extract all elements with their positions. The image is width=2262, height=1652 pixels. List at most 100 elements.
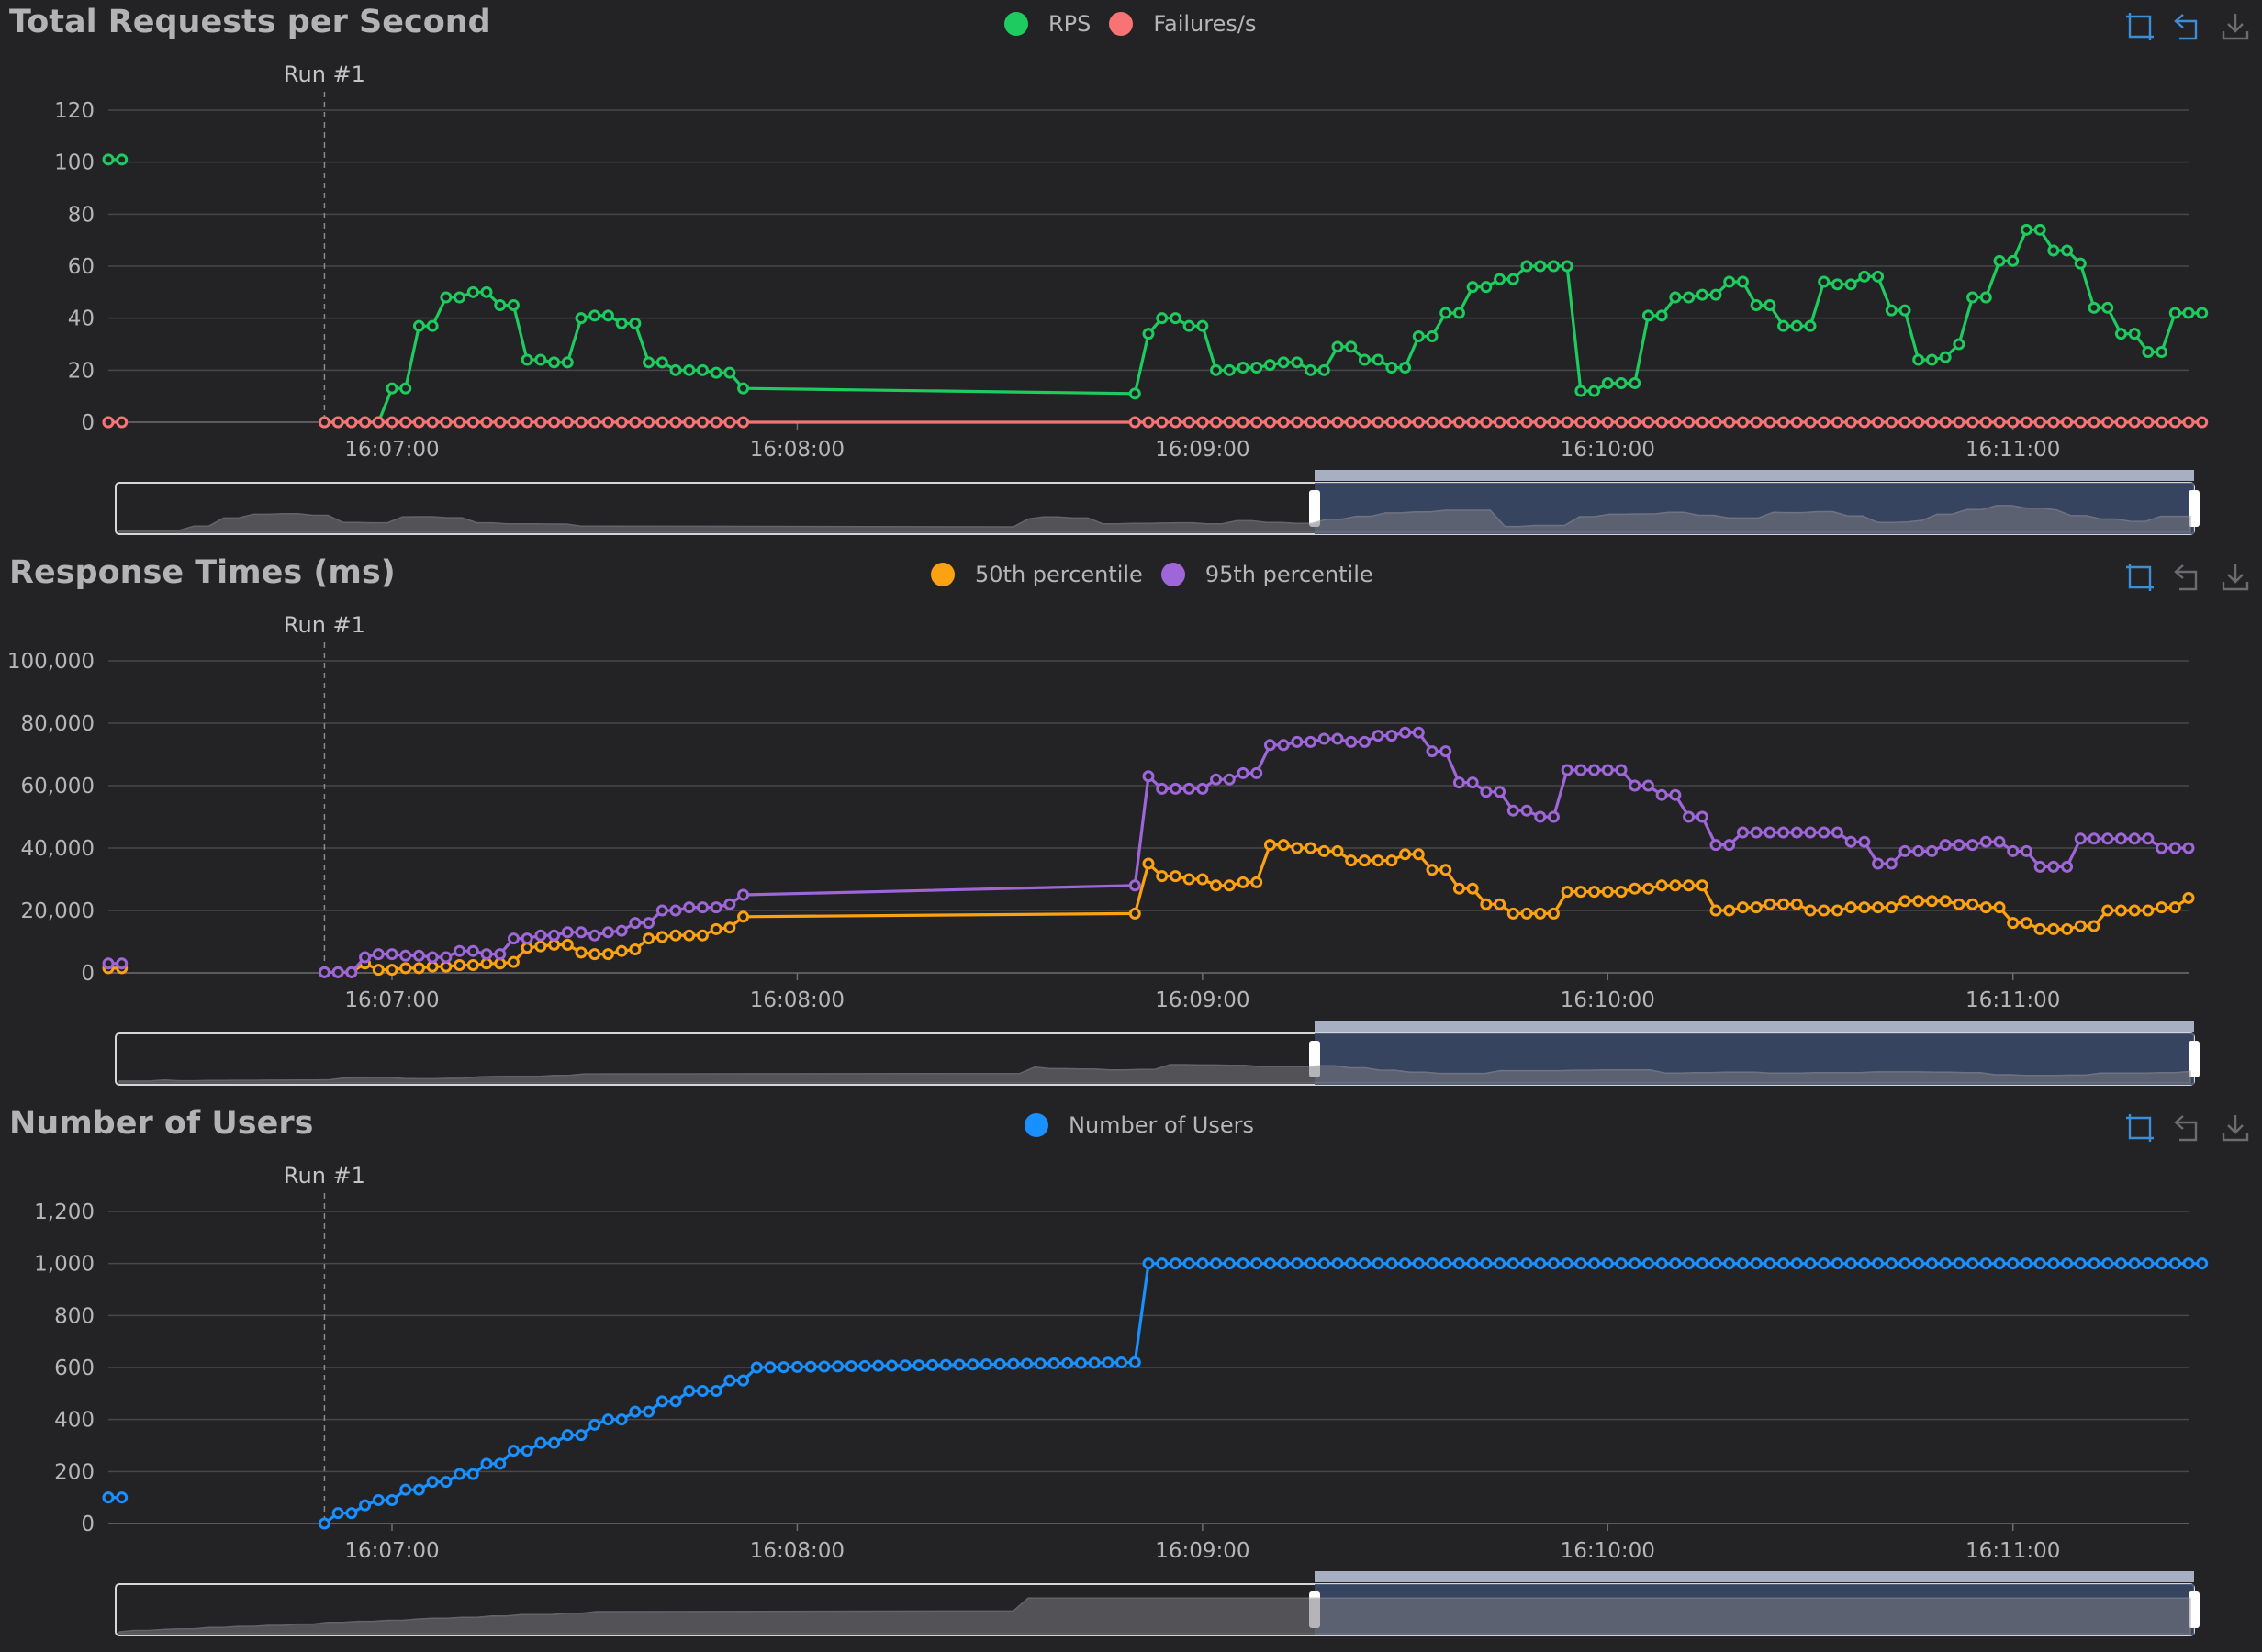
data-point xyxy=(440,291,453,304)
slider-overview xyxy=(118,1064,2191,1084)
data-point xyxy=(1898,416,1911,429)
data-point xyxy=(1263,839,1276,852)
data-point xyxy=(1818,416,1831,429)
data-point xyxy=(412,319,425,332)
data-point xyxy=(1925,416,1938,429)
data-point xyxy=(480,285,493,298)
data-point xyxy=(1993,835,2006,848)
x-tick-label: 16:11:00 xyxy=(1965,438,2060,462)
data-point xyxy=(2088,832,2100,845)
data-point xyxy=(575,1429,588,1442)
data-point xyxy=(1291,356,1304,369)
data-point xyxy=(1993,901,2006,914)
x-tick-label: 16:07:00 xyxy=(344,988,439,1012)
data-point xyxy=(1844,278,1857,291)
zoom-icon[interactable] xyxy=(2124,11,2156,42)
download-icon[interactable] xyxy=(2220,1112,2251,1144)
data-point xyxy=(615,317,628,329)
restore-icon[interactable] xyxy=(2172,1112,2203,1144)
data-point xyxy=(1317,416,1330,429)
data-point xyxy=(750,1361,763,1374)
data-point xyxy=(440,1476,453,1489)
data-point xyxy=(2047,1257,2060,1270)
data-point xyxy=(386,964,398,977)
data-point xyxy=(2156,842,2168,854)
data-point xyxy=(1804,826,1817,839)
data-point xyxy=(1912,1257,1925,1270)
data-point xyxy=(1520,260,1533,273)
data-point xyxy=(2128,832,2141,845)
data-point xyxy=(386,416,398,429)
data-point xyxy=(1723,1257,1736,1270)
data-point xyxy=(1804,1257,1817,1270)
data-point xyxy=(440,960,453,973)
data-point xyxy=(669,904,682,917)
data-point xyxy=(1399,1257,1412,1270)
data-point xyxy=(1588,886,1601,899)
data-point xyxy=(710,366,722,379)
x-tick-label: 16:08:00 xyxy=(750,1539,845,1563)
data-point xyxy=(723,921,736,934)
data-point xyxy=(2196,1257,2209,1270)
data-point xyxy=(331,1507,344,1520)
users-panel: Number of Users Number of Users 0 200 400 6… xyxy=(0,1101,2262,1652)
zoom-icon[interactable] xyxy=(2124,1112,2156,1144)
data-point xyxy=(601,948,614,961)
legend-item-p95[interactable]: 95th percentile xyxy=(1160,562,1373,587)
data-point xyxy=(102,957,115,970)
data-point xyxy=(1452,416,1465,429)
data-point xyxy=(1210,773,1223,786)
data-point xyxy=(454,959,466,971)
legend-item-p50[interactable]: 50th percentile xyxy=(931,562,1143,587)
legend-item-rps[interactable]: RPS xyxy=(1004,11,1091,37)
data-point xyxy=(1547,907,1560,920)
data-point xyxy=(1250,766,1263,779)
download-icon[interactable] xyxy=(2220,11,2251,42)
y-tick-label: 600 xyxy=(54,1356,95,1380)
data-point xyxy=(454,1468,466,1480)
data-point xyxy=(1818,1257,1831,1270)
data-point xyxy=(1709,288,1722,301)
data-point xyxy=(1372,416,1384,429)
data-point xyxy=(1736,826,1749,839)
data-point xyxy=(2182,307,2195,319)
data-point xyxy=(2047,922,2060,935)
data-point xyxy=(480,416,493,429)
data-point xyxy=(1358,1257,1371,1270)
data-point xyxy=(1128,416,1141,429)
data-point xyxy=(1182,782,1195,795)
legend-item-users[interactable]: Number of Users xyxy=(1025,1112,1254,1138)
data-point xyxy=(1736,1257,1749,1270)
data-point xyxy=(1358,353,1371,366)
data-point xyxy=(2061,244,2074,257)
data-point xyxy=(1372,730,1384,742)
data-point xyxy=(1385,416,1398,429)
data-point xyxy=(1574,886,1587,899)
data-point xyxy=(710,416,722,429)
x-tick-label: 16:08:00 xyxy=(750,438,845,462)
data-point xyxy=(2088,301,2100,314)
slider-right-handle xyxy=(2189,1591,2200,1628)
data-point xyxy=(1182,1257,1195,1270)
data-point xyxy=(1305,1257,1317,1270)
data-point xyxy=(1305,842,1317,854)
chart-area: 0 20 40 60 80 100 120 16:07:00 16:08:00 16:09:00 1… xyxy=(54,61,2209,535)
restore-icon[interactable] xyxy=(2172,562,2203,593)
data-point xyxy=(615,416,628,429)
data-point xyxy=(1115,1356,1128,1369)
data-point xyxy=(832,1360,845,1373)
restore-icon[interactable] xyxy=(2172,11,2203,42)
data-point xyxy=(2020,1257,2032,1270)
download-icon[interactable] xyxy=(2220,562,2251,593)
data-point xyxy=(1426,1257,1439,1270)
data-point xyxy=(1872,901,1885,914)
data-point xyxy=(1629,416,1641,429)
zoom-icon[interactable] xyxy=(2124,562,2156,593)
data-point xyxy=(1494,1257,1506,1270)
data-point xyxy=(1439,1257,1452,1270)
data-point xyxy=(669,416,682,429)
data-point xyxy=(1709,1257,1722,1270)
legend-item-failures[interactable]: Failures/s xyxy=(1109,11,1256,37)
data-point xyxy=(1858,270,1871,283)
data-point xyxy=(1601,1257,1614,1270)
